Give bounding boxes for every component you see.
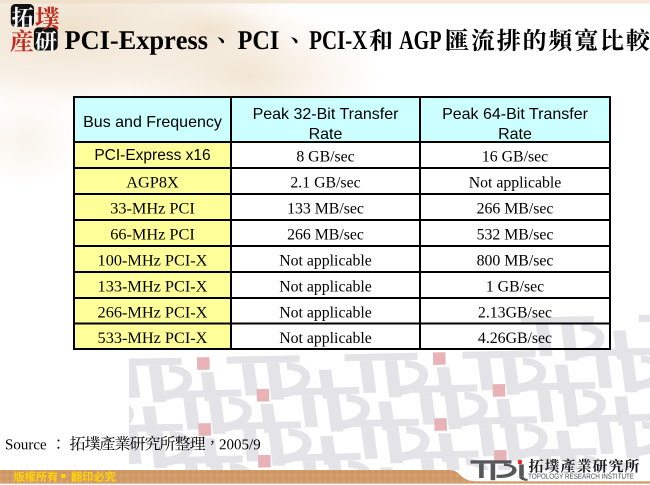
svg-text:2.1 GB/sec: 2.1 GB/sec [290,175,360,192]
svg-text:PCI-Express x16: PCI-Express x16 [94,147,210,164]
svg-text:133-MHz PCI-X: 133-MHz PCI-X [98,277,208,296]
svg-text:266-MHz PCI-X: 266-MHz PCI-X [98,303,208,322]
svg-text:Peak 64-Bit Transfer: Peak 64-Bit Transfer [442,106,589,123]
svg-text:133 MB/sec: 133 MB/sec [287,201,364,218]
svg-text:Not applicable: Not applicable [279,279,372,296]
svg-text:266 MB/sec: 266 MB/sec [477,201,554,218]
svg-text:100-MHz PCI-X: 100-MHz PCI-X [98,251,208,270]
svg-text:AGP8X: AGP8X [126,173,179,192]
svg-text:533-MHz PCI-X: 533-MHz PCI-X [98,328,208,347]
svg-text:33-MHz PCI: 33-MHz PCI [110,199,195,218]
svg-text:Rate: Rate [309,126,343,143]
svg-text:Not applicable: Not applicable [279,305,372,322]
svg-text:800 MB/sec: 800 MB/sec [477,253,554,270]
svg-text:Bus and Frequency: Bus and Frequency [83,114,222,131]
svg-text:8 GB/sec: 8 GB/sec [296,149,354,166]
svg-text:532 MB/sec: 532 MB/sec [477,227,554,244]
svg-text:66-MHz PCI: 66-MHz PCI [110,225,195,244]
svg-text:Peak 32-Bit Transfer: Peak 32-Bit Transfer [253,106,400,123]
svg-text:4.26GB/sec: 4.26GB/sec [478,330,552,347]
svg-text:2.13GB/sec: 2.13GB/sec [478,305,552,322]
svg-text:Rate: Rate [498,126,532,143]
svg-text:Not applicable: Not applicable [279,253,372,270]
svg-text:Not applicable: Not applicable [469,175,562,192]
svg-text:Not applicable: Not applicable [279,330,372,347]
svg-text:16 GB/sec: 16 GB/sec [482,149,548,166]
svg-text:1 GB/sec: 1 GB/sec [486,279,544,296]
svg-text:266 MB/sec: 266 MB/sec [287,227,364,244]
